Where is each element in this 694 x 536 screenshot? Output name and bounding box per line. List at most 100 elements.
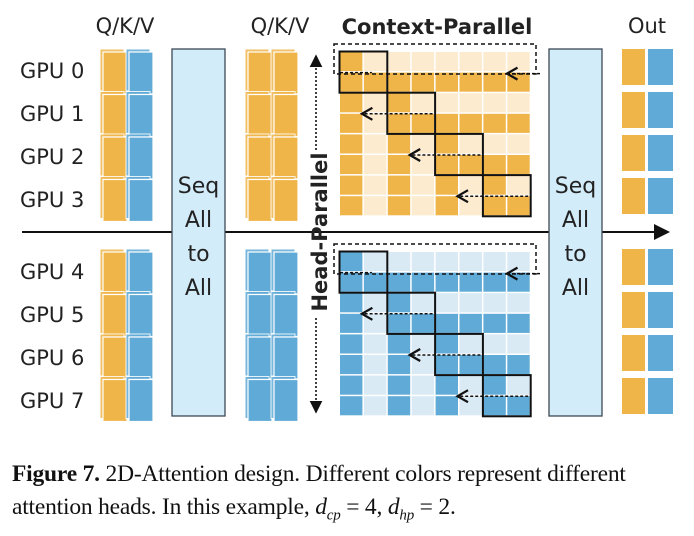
attention-matrix-top-cell [435, 134, 458, 154]
qkv-left-head1-gpu2 [102, 136, 128, 180]
attention-matrix-bottom-cell [387, 375, 411, 395]
attention-matrix-bottom-cell [340, 252, 363, 272]
attention-matrix-top-cell [411, 155, 435, 175]
attention-diagram: GPU 0 GPU 1 GPU 2 GPU 3 GPU 4 GPU 5 GPU 6 GPU 7… [20, 14, 673, 423]
qkv-left-head1-gpu4 [102, 251, 128, 295]
attention-matrix-top-cell [435, 93, 458, 113]
attention-matrix-bottom-cell [435, 396, 458, 416]
out-head1-gpu1 [622, 92, 645, 128]
attention-matrix-top-cell [411, 52, 435, 72]
attention-matrix-top-cell [363, 52, 387, 72]
attention-matrix-bottom-cell [411, 396, 435, 416]
out-head2-gpu5 [648, 292, 673, 328]
attention-matrix-top-cell [459, 113, 482, 133]
qkv-left-head1-gpu0 [102, 51, 128, 95]
attention-matrix-top-cell [459, 134, 482, 154]
attention-matrix-bottom-cell [459, 375, 482, 395]
gpu-label-2: GPU 2 [20, 145, 84, 169]
attention-matrix-top-cell [387, 72, 411, 92]
seq-all-to-all-box-2 [548, 48, 603, 417]
attention-matrix-bottom-cell [387, 272, 411, 292]
attention-matrix-bottom-cell [363, 334, 387, 354]
attention-matrix-top-cell [435, 175, 458, 195]
seq-all-to-all-box-1 [171, 48, 226, 417]
qkv-left-head2-gpu0 [128, 51, 154, 95]
attention-matrix-top-cell [483, 196, 506, 216]
attention-matrix-top-cell [459, 52, 482, 72]
attention-matrix-bottom-cell [387, 396, 411, 416]
attention-matrix-top-cell [483, 113, 506, 133]
eq-hp: = 2. [414, 494, 456, 520]
attention-matrix-bottom-cell [435, 355, 458, 375]
sub-cp: cp [326, 507, 341, 524]
attention-matrix-bottom-cell [363, 375, 387, 395]
attention-matrix-bottom-cell [459, 252, 482, 272]
qkv-right-b-gpu2 [273, 136, 299, 180]
attention-matrix-bottom-cell [507, 396, 530, 416]
attention-matrix-bottom-cell [411, 313, 435, 333]
attention-matrix-bottom-cell [411, 252, 435, 272]
out-head1-gpu3 [622, 178, 645, 214]
qkv-left-head1-gpu6 [102, 336, 128, 380]
attention-matrix-top-cell [387, 196, 411, 216]
qkv-right-a-gpu4 [247, 251, 273, 295]
attention-matrix-bottom-cell [483, 355, 506, 375]
seq-all-to-all-box-2-text-3: All [562, 276, 589, 301]
qkv-left-head2-gpu3 [128, 178, 154, 223]
attention-matrix-bottom-cell [387, 355, 411, 375]
attention-matrix-top-cell [483, 72, 506, 92]
qkv-right-b-gpu7 [273, 378, 299, 423]
out-head1-gpu2 [622, 135, 645, 171]
out-head1-gpu4 [622, 249, 645, 285]
attention-matrix-bottom-cell [435, 272, 458, 292]
attention-matrix-bottom-cell [459, 334, 482, 354]
attention-matrix-bottom-cell [363, 313, 387, 333]
attention-matrix-bottom-cell [411, 293, 435, 313]
sub-hp: hp [399, 507, 414, 524]
attention-matrix-top-cell [363, 175, 387, 195]
attention-matrix-top-cell [435, 155, 458, 175]
attention-matrix-bottom-cell [483, 293, 506, 313]
attention-matrix-bottom-cell [507, 313, 530, 333]
seq-all-to-all-box-2-text-1: All [562, 208, 589, 233]
attention-matrix-bottom-cell [340, 272, 363, 292]
qkv-left-head2-gpu6 [128, 336, 154, 380]
attention-matrix-bottom-cell [507, 252, 530, 272]
var-d-hp: d [387, 494, 400, 520]
gpu-label-3: GPU 3 [20, 188, 84, 212]
out-head2-gpu4 [648, 249, 673, 285]
qkv-left-head2-gpu7 [128, 378, 154, 423]
caption-text: 2D-Attention design. Different colors re… [12, 461, 626, 520]
qkv-right-label: Q/K/V [251, 14, 310, 38]
attention-matrix-bottom-cell [340, 313, 363, 333]
qkv-left-head1-gpu5 [102, 293, 128, 338]
attention-matrix-bottom-cell [340, 293, 363, 313]
out-head2-gpu2 [648, 135, 673, 171]
attention-matrix-top-cell [387, 155, 411, 175]
attention-matrix-bottom-cell [411, 355, 435, 375]
attention-matrix-bottom-cell [363, 293, 387, 313]
attention-matrix-top-cell [340, 72, 363, 92]
attention-matrix-bottom-cell [387, 293, 411, 313]
out-head2-gpu0 [648, 49, 673, 85]
qkv-right-a-gpu6 [247, 336, 273, 380]
attention-matrix-top-cell [387, 175, 411, 195]
attention-matrix-bottom-cell [435, 313, 458, 333]
attention-matrix-bottom-cell [483, 375, 506, 395]
attention-matrix-bottom-cell [483, 334, 506, 354]
qkv-right-a-gpu0 [247, 51, 273, 95]
attention-matrix-bottom-cell [340, 375, 363, 395]
attention-matrix-top-cell [459, 155, 482, 175]
qkv-left-head1-gpu1 [102, 93, 128, 138]
qkv-right-a-gpu5 [247, 293, 273, 338]
attention-matrix-bottom-cell [387, 334, 411, 354]
attention-matrix-top-cell [411, 72, 435, 92]
attention-matrix-top-cell [411, 113, 435, 133]
attention-matrix-bottom-cell [483, 272, 506, 292]
attention-matrix-bottom-cell [459, 396, 482, 416]
gpu-label-7: GPU 7 [20, 389, 84, 413]
attention-matrix-top-cell [340, 175, 363, 195]
gpu-label-6: GPU 6 [20, 346, 84, 370]
out-label: Out [628, 14, 666, 38]
seq-all-to-all-box-1-text-1: All [185, 208, 212, 233]
